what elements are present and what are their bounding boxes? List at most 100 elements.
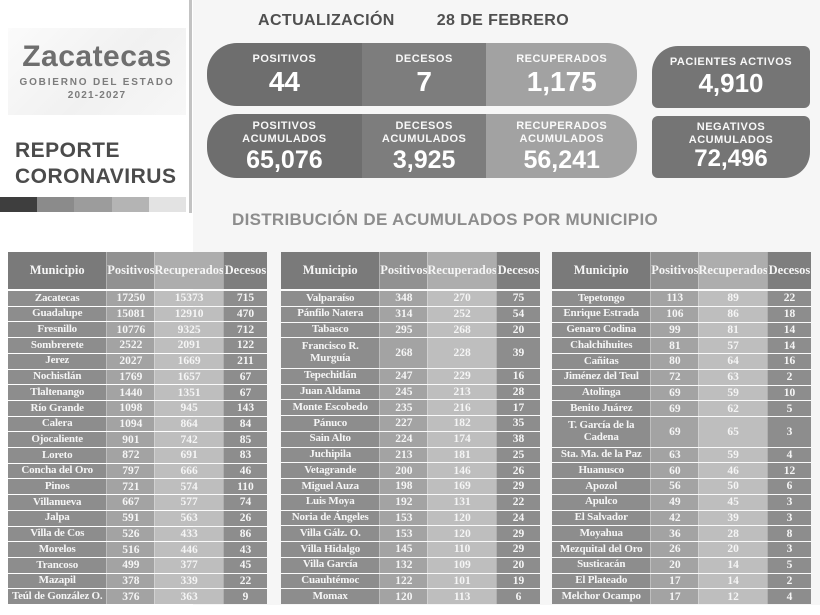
table-row: Noria de Ángeles 153 120 24 [281, 509, 540, 526]
value-cell: 26 [650, 542, 699, 557]
column-header-positivos: Positivos [106, 252, 155, 289]
value-cell: 499 [106, 557, 155, 573]
municipality-name: Benito Juárez [552, 401, 651, 416]
value-cell: 20 [650, 557, 699, 573]
value-cell: 122 [379, 573, 428, 589]
value-cell: 213 [427, 384, 496, 400]
table-row: Calera 1094 864 84 [8, 415, 267, 432]
table-row: Mezquital del Oro 26 20 3 [552, 541, 811, 557]
column-header-decesos: Decesos [222, 252, 267, 289]
municipality-name: Teúl de González O. [8, 589, 107, 605]
municipality-table-1: Municipio Positivos Recuperados Decesos Zaca… [8, 252, 267, 605]
stat-value: 72,496 [694, 145, 768, 173]
municipality-name: Melchor Ocampo [552, 589, 651, 604]
municipality-name: Vetagrande [281, 463, 380, 478]
table-header-row: Municipio Positivos Recuperados Decesos [281, 252, 540, 289]
value-cell: 110 [222, 479, 267, 495]
municipality-name: Tlaltenango [8, 385, 107, 400]
table-row: Sombrerete 2522 2091 122 [8, 337, 267, 353]
value-cell: 42 [650, 510, 699, 526]
table-row: T. García de la Cadena 69 65 3 [552, 416, 811, 447]
value-cell: 83 [222, 448, 267, 463]
logo-state-name: Zacatecas [22, 40, 172, 73]
value-cell: 872 [106, 448, 155, 463]
municipality-name: Valparaíso [281, 291, 380, 306]
value-cell: 235 [379, 400, 428, 415]
value-cell: 526 [106, 526, 155, 542]
table-row: Tepechitlán 247 229 16 [281, 367, 540, 384]
value-cell: 39 [698, 510, 767, 526]
value-cell: 120 [427, 510, 496, 526]
value-cell: 666 [154, 463, 223, 479]
table-row: Pinos 721 574 110 [8, 478, 267, 495]
brand-bar-segment [111, 197, 149, 212]
value-cell: 72 [650, 369, 699, 385]
value-cell: 69 [650, 385, 699, 401]
column-header-recuperados: Recuperados [698, 252, 767, 289]
table-row: Apozol 56 50 6 [552, 478, 811, 494]
value-cell: 574 [154, 479, 223, 495]
logo-period: 2021-2027 [67, 89, 127, 101]
municipality-name: Villa Gálz. O. [281, 526, 380, 541]
table-row: Teúl de González O. 376 363 9 [8, 588, 267, 605]
value-cell: 26 [495, 463, 540, 478]
value-cell: 74 [222, 495, 267, 510]
value-cell: 3 [766, 417, 811, 447]
value-cell: 433 [154, 526, 223, 542]
table-row: Tlaltenango 1440 1351 67 [8, 384, 267, 400]
stat-label: POSITIVOS ACUMULADOS [242, 120, 326, 145]
value-cell: 169 [427, 479, 496, 494]
value-cell: 378 [106, 573, 155, 589]
value-cell: 3 [766, 494, 811, 510]
value-cell: 1098 [106, 400, 155, 416]
value-cell: 4 [766, 447, 811, 463]
value-cell: 43 [222, 542, 267, 557]
table-row: Villa Hidalgo 145 110 29 [281, 541, 540, 557]
municipality-name: Juchipila [281, 447, 380, 463]
municipality-name: Cuauhtémoc [281, 573, 380, 589]
value-cell: 17 [650, 589, 699, 604]
value-cell: 15373 [154, 291, 223, 306]
value-cell: 712 [222, 322, 267, 338]
value-cell: 15081 [106, 306, 155, 322]
value-cell: 211 [222, 353, 267, 369]
value-cell: 84 [222, 416, 267, 432]
stat-label: DECESOS ACUMULADOS [382, 120, 466, 145]
stat-positivos: POSITIVOS 44 [207, 43, 362, 106]
stat-value: 56,241 [523, 146, 600, 175]
table-row: Tepetongo 113 89 22 [552, 291, 811, 306]
value-cell: 2 [766, 369, 811, 385]
table-row: Trancoso 499 377 45 [8, 556, 267, 573]
value-cell: 6 [766, 479, 811, 494]
value-cell: 245 [379, 384, 428, 400]
table-row: Miguel Auza 198 169 29 [281, 478, 540, 494]
value-cell: 146 [427, 463, 496, 478]
value-cell: 86 [698, 306, 767, 322]
value-cell: 216 [427, 400, 496, 415]
value-cell: 101 [427, 573, 496, 589]
value-cell: 56 [650, 479, 699, 494]
value-cell: 470 [222, 306, 267, 322]
table-row: Huanusco 60 46 12 [552, 462, 811, 478]
value-cell: 65 [698, 417, 767, 447]
value-cell: 22 [495, 494, 540, 510]
daily-stats-group: POSITIVOS 44 DECESOS 7 RECUPERADOS 1,175 [207, 43, 637, 106]
value-cell: 348 [379, 291, 428, 306]
table-row: Apulco 49 45 3 [552, 493, 811, 510]
stat-positivos-acumulados: POSITIVOS ACUMULADOS 65,076 [207, 114, 362, 178]
table-row: Villa García 132 109 20 [281, 556, 540, 573]
stat-pacientes-activos: PACIENTES ACTIVOS 4,910 [652, 46, 810, 108]
stat-label-line2: ACUMULADOS [519, 132, 604, 145]
vertical-divider [189, 0, 192, 213]
value-cell: 46 [698, 463, 767, 478]
value-cell: 99 [650, 322, 699, 338]
municipality-name: Tepetongo [552, 291, 651, 306]
value-cell: 14 [766, 338, 811, 353]
state-logo: Zacatecas GOBIERNO DEL ESTADO 2021-2027 [8, 28, 186, 115]
municipality-name: Sta. Ma. de la Paz [552, 447, 651, 463]
table-row: Zacatecas 17250 15373 715 [8, 291, 267, 306]
value-cell: 268 [379, 338, 428, 368]
municipality-name: Sombrerete [8, 338, 107, 353]
table-body: Tepetongo 113 89 22 Enrique Estrada 106 86 18 Ge… [552, 289, 811, 604]
table-row: Pánuco 227 182 35 [281, 415, 540, 431]
